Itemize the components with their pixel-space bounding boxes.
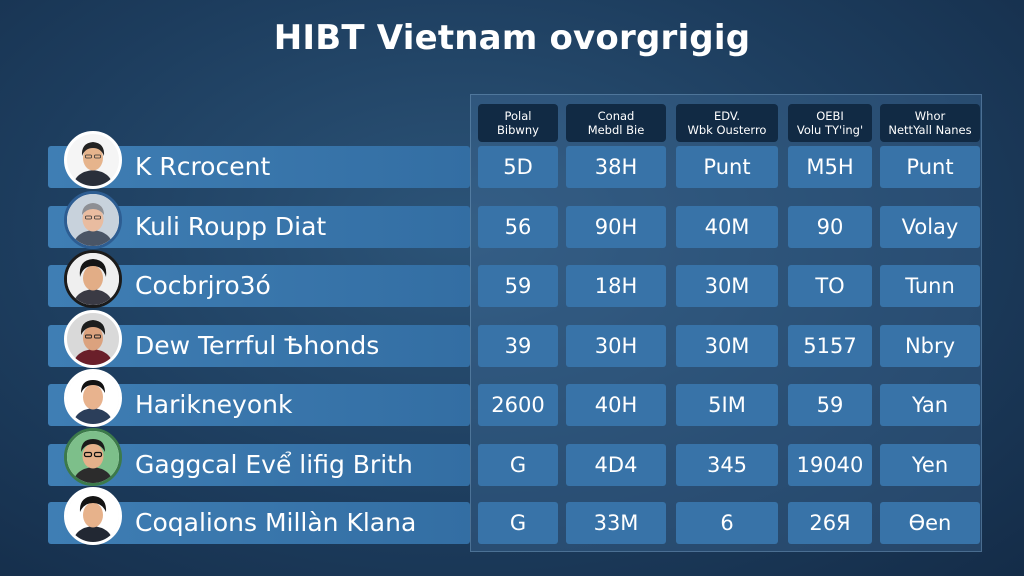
- table-cell: 33M: [566, 502, 666, 544]
- column-header-5-line1: Whor: [914, 109, 946, 123]
- person-icon: [67, 194, 119, 246]
- table-cell: 5157: [788, 325, 872, 367]
- table-cell: Volay: [880, 206, 980, 248]
- row-name: Dew Terrful Ѣhonds: [135, 331, 380, 360]
- table-cell: 40M: [676, 206, 778, 248]
- table-cell: M5H: [788, 146, 872, 188]
- row-name: Kuli Roupp Diat: [135, 212, 327, 241]
- row-name: Harikneyonk: [135, 390, 293, 419]
- column-header-4: OEBI Volu TY'ing': [788, 104, 872, 142]
- avatar-icon: [64, 310, 122, 368]
- row-name: Cocbrjro3ó: [135, 271, 271, 300]
- avatar-icon: [64, 191, 122, 249]
- table-cell: 345: [676, 444, 778, 486]
- table-cell: 40H: [566, 384, 666, 426]
- table-cell: 30M: [676, 265, 778, 307]
- column-header-1: Polal Bibwny: [478, 104, 558, 142]
- table-cell: 56: [478, 206, 558, 248]
- table-cell: 39: [478, 325, 558, 367]
- table-cell: 4D4: [566, 444, 666, 486]
- table-cell: 19040: [788, 444, 872, 486]
- avatar-icon: [64, 250, 122, 308]
- avatar-icon: [64, 487, 122, 545]
- table-cell: Ѳen: [880, 502, 980, 544]
- table-cell: Tunn: [880, 265, 980, 307]
- table-cell: 6: [676, 502, 778, 544]
- column-header-4-line2: Volu TY'ing': [796, 123, 864, 137]
- table-cell: 59: [788, 384, 872, 426]
- column-header-1-line2: Bibwny: [497, 123, 539, 137]
- table-cell: 90H: [566, 206, 666, 248]
- table-cell: G: [478, 444, 558, 486]
- column-header-2: Conad Mebdl Bie: [566, 104, 666, 142]
- table-cell: 30M: [676, 325, 778, 367]
- column-header-2-line1: Conad: [597, 109, 635, 123]
- row-name: K Rcrocent: [135, 152, 271, 181]
- table-cell: 5D: [478, 146, 558, 188]
- table-cell: 18H: [566, 265, 666, 307]
- table-cell: 26Я: [788, 502, 872, 544]
- table-cell: Punt: [676, 146, 778, 188]
- avatar-icon: [64, 131, 122, 189]
- column-header-3: EDV. Wbk Ousterro: [676, 104, 778, 142]
- column-header-5-line2: NettYall Nanes: [888, 123, 972, 137]
- row-name: Gaggcal Evể lifig Brith: [135, 450, 413, 479]
- table-cell: 90: [788, 206, 872, 248]
- table-cell: 59: [478, 265, 558, 307]
- person-icon: [67, 313, 119, 365]
- column-header-4-line1: OEBI: [816, 109, 844, 123]
- table-cell: Yan: [880, 384, 980, 426]
- table-cell: Nbry: [880, 325, 980, 367]
- person-icon: [67, 490, 119, 542]
- person-icon: [67, 134, 119, 186]
- person-icon: [67, 372, 119, 424]
- page-title: HIBT Vietnam ovorgrigig: [273, 18, 751, 58]
- avatar-icon: [64, 369, 122, 427]
- table-cell: G: [478, 502, 558, 544]
- column-header-2-line2: Mebdl Bie: [587, 123, 645, 137]
- table-cell: TO: [788, 265, 872, 307]
- column-header-1-line1: Polal: [504, 109, 532, 123]
- row-name: Coqalions Millàn Klana: [135, 508, 417, 537]
- column-header-3-line1: EDV.: [714, 109, 740, 123]
- column-header-3-line2: Wbk Ousterro: [687, 123, 767, 137]
- table-cell: 38H: [566, 146, 666, 188]
- table-cell: 30H: [566, 325, 666, 367]
- table-cell: 5IM: [676, 384, 778, 426]
- table-cell: Yen: [880, 444, 980, 486]
- person-icon: [67, 253, 119, 305]
- person-icon: [67, 431, 119, 483]
- column-header-5: Whor NettYall Nanes: [880, 104, 980, 142]
- avatar-icon: [64, 428, 122, 486]
- table-cell: Punt: [880, 146, 980, 188]
- table-cell: 2600: [478, 384, 558, 426]
